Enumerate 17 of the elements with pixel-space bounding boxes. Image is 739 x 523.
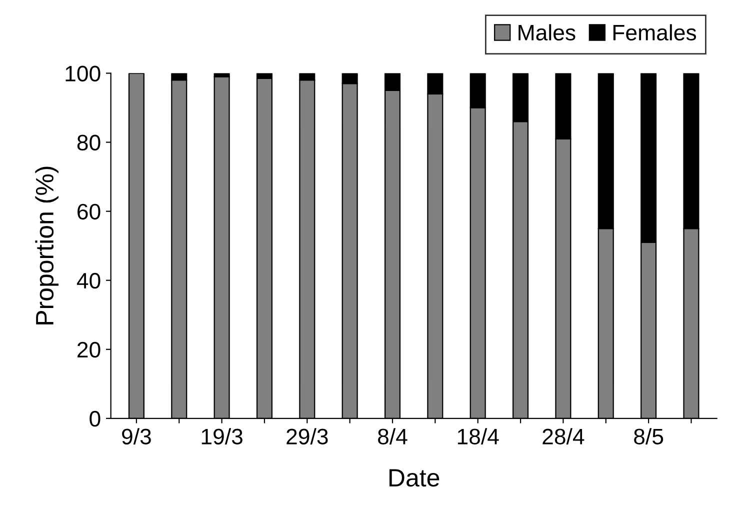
x-tick-label: 19/3 <box>202 428 242 444</box>
x-tick-label: 18/4 <box>458 428 499 444</box>
x-tick-label: 9/3 <box>122 428 151 444</box>
x-tick-label: 8/4 <box>378 428 408 444</box>
y-axis-title: Proportion (%) <box>35 166 58 324</box>
x-axis-title: Date <box>389 469 440 487</box>
legend-label: Females <box>613 24 696 41</box>
y-tick-label: 100 <box>66 66 100 82</box>
x-tick-label: 8/5 <box>634 428 664 444</box>
legend-label: Males <box>518 24 576 41</box>
y-tick-label: 40 <box>76 272 100 289</box>
y-tick-label: 0 <box>90 410 100 427</box>
y-tick-label: 60 <box>78 204 100 220</box>
x-tick-label: 29/3 <box>286 428 328 444</box>
x-tick-label: 28/4 <box>542 428 584 444</box>
y-tick-label: 80 <box>77 134 100 151</box>
y-tick-label: 20 <box>78 342 100 358</box>
